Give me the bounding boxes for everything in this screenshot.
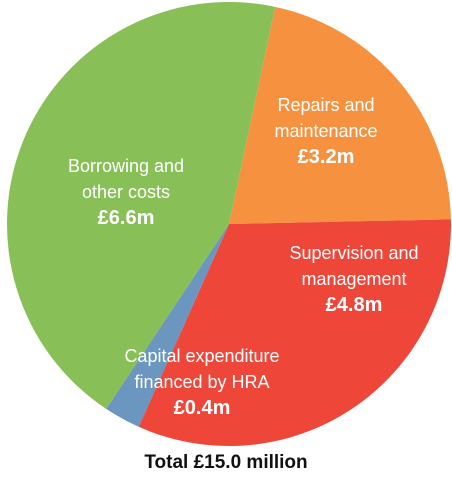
pie-slice-borrowing: [6, 1, 276, 409]
pie-svg: Repairs and maintenance £3.2m Supervision a…: [6, 1, 451, 447]
slice-label-capital: financed by HRA: [134, 372, 269, 392]
slice-value-capital: £0.4m: [174, 397, 231, 419]
slice-label-borrowing: Borrowing and: [68, 156, 184, 176]
slice-label-repairs: Repairs and: [277, 95, 374, 115]
slice-value-borrowing: £6.6m: [98, 207, 155, 229]
pie-slice-supervision: [138, 219, 451, 447]
pie-slice-repairs: [229, 6, 451, 224]
slice-label-borrowing: other costs: [82, 182, 170, 202]
slice-label-capital: Capital expenditure: [124, 346, 279, 366]
slice-label-supervision: Supervision and: [289, 243, 418, 263]
pie-slice-capital: [106, 224, 229, 427]
slice-value-repairs: £3.2m: [298, 146, 355, 168]
slice-label-repairs: maintenance: [274, 121, 377, 141]
slice-value-supervision: £4.8m: [326, 294, 383, 316]
total-label: Total £15.0 million: [144, 452, 308, 473]
slice-label-supervision: management: [301, 269, 406, 289]
